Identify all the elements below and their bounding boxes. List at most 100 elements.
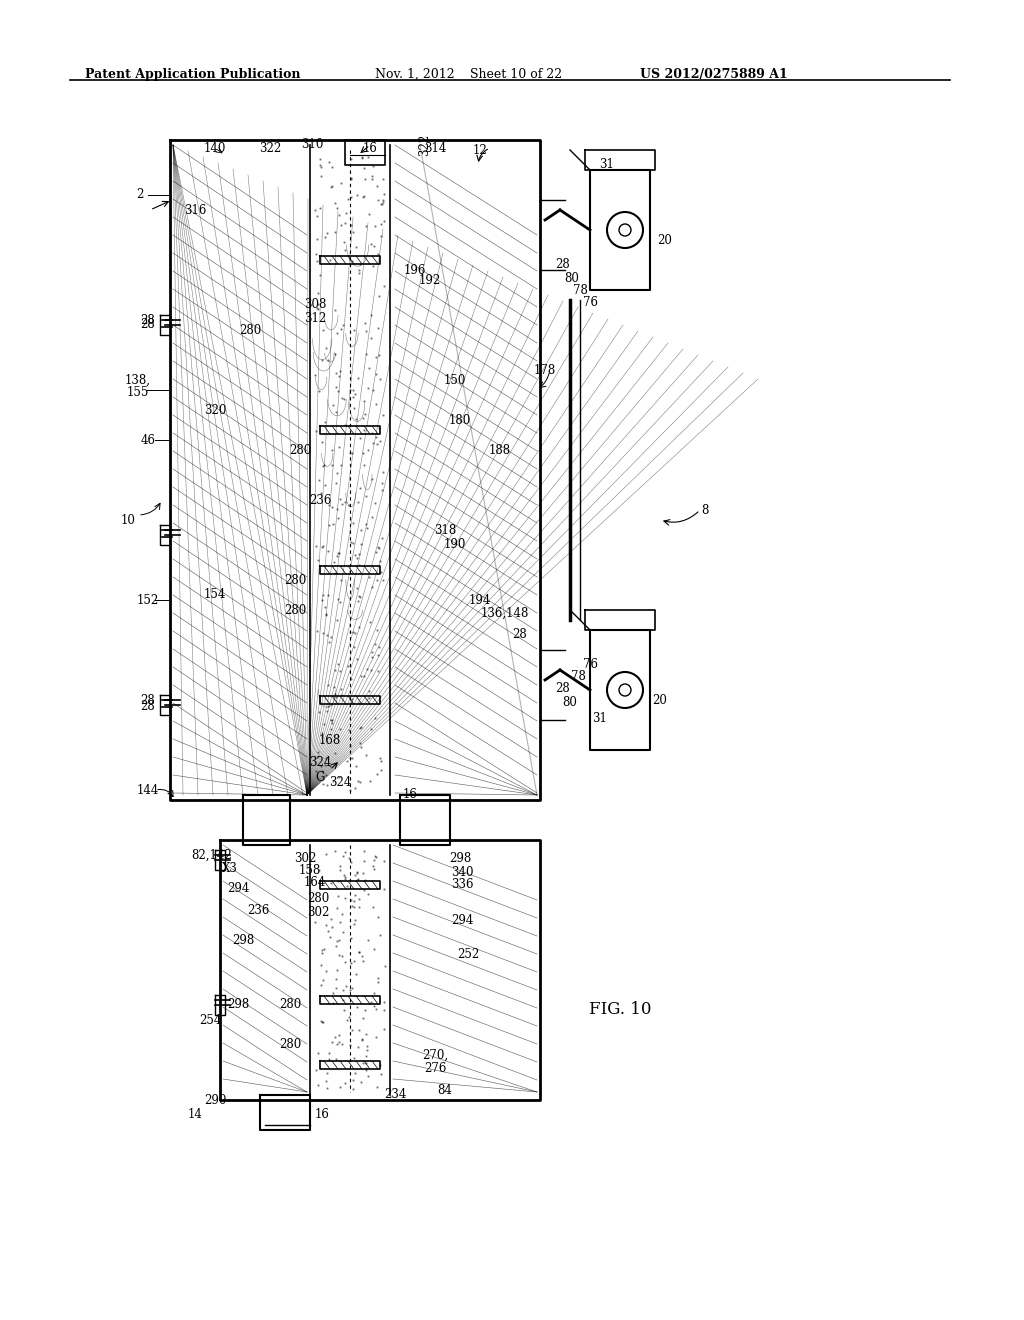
Point [369,763,385,784]
Point [362,305,379,326]
Point [356,313,373,334]
Point [341,442,357,463]
Point [337,952,353,973]
Point [312,265,329,286]
Point [317,605,334,626]
Point [355,186,372,207]
Point [329,546,345,568]
Text: 82,142: 82,142 [191,849,232,862]
Point [316,474,333,495]
Point [368,393,384,414]
Point [345,222,361,243]
Point [342,747,358,768]
Point [326,552,342,573]
Point [317,915,334,936]
Point [343,531,359,552]
Point [366,939,382,960]
Point [351,717,368,738]
Text: 298: 298 [227,998,249,1011]
Point [308,535,325,556]
Point [316,597,333,618]
Point [354,1007,371,1028]
Point [360,566,377,587]
Point [328,473,344,494]
Text: 290: 290 [204,1093,226,1106]
Point [334,903,350,924]
Point [350,263,367,284]
Point [332,912,348,933]
Point [349,367,366,388]
Point [309,228,326,249]
Point [330,870,346,891]
Text: 80: 80 [562,696,578,709]
Point [310,742,327,763]
Point [347,884,364,906]
Point [355,158,372,180]
Point [335,979,351,1001]
Point [355,862,372,883]
Point [364,642,380,663]
Point [345,1047,361,1068]
Point [352,586,369,607]
Point [332,1077,348,1098]
Point [376,183,392,205]
Point [370,644,386,665]
Point [327,660,343,681]
Point [364,169,380,190]
Point [365,256,381,277]
Point [321,494,337,515]
Point [373,561,389,582]
Text: 28: 28 [556,259,570,272]
Point [356,169,373,190]
Point [351,1020,368,1041]
Point [354,1028,371,1049]
Point [334,494,350,515]
Point [310,1043,327,1064]
Point [365,433,381,454]
Text: 298: 298 [449,851,471,865]
Text: 336: 336 [451,879,473,891]
Point [317,411,334,432]
Point [337,491,353,512]
Point [350,869,367,890]
Point [357,1060,374,1081]
Point [318,1077,335,1098]
Point [333,678,349,700]
Point [375,191,391,213]
Point [330,589,346,610]
Point [345,532,361,553]
Point [369,364,385,385]
Point [331,1024,347,1045]
Point [371,636,387,657]
Point [341,735,357,756]
Point [376,991,392,1012]
Point [354,444,371,465]
Point [337,414,353,436]
Point [333,318,349,339]
Point [323,908,339,929]
Text: 324
G: 324 G [309,756,331,784]
Point [349,578,366,599]
Point [352,733,369,754]
Point [338,1010,354,1031]
Text: 308: 308 [304,298,327,312]
Point [355,879,372,900]
Point [315,319,332,341]
Point [313,350,330,371]
Point [316,755,333,776]
Point [324,496,340,517]
Text: 234: 234 [384,1089,407,1101]
Point [343,149,359,170]
Point [355,851,372,873]
Point [343,890,359,911]
Text: 312: 312 [304,312,326,325]
Point [360,358,377,379]
Point [331,929,347,950]
Point [357,999,374,1020]
Text: 28: 28 [140,314,156,326]
Point [332,488,348,510]
Point [334,945,350,966]
Text: 140: 140 [204,141,226,154]
Point [356,454,373,475]
Point [318,338,335,359]
